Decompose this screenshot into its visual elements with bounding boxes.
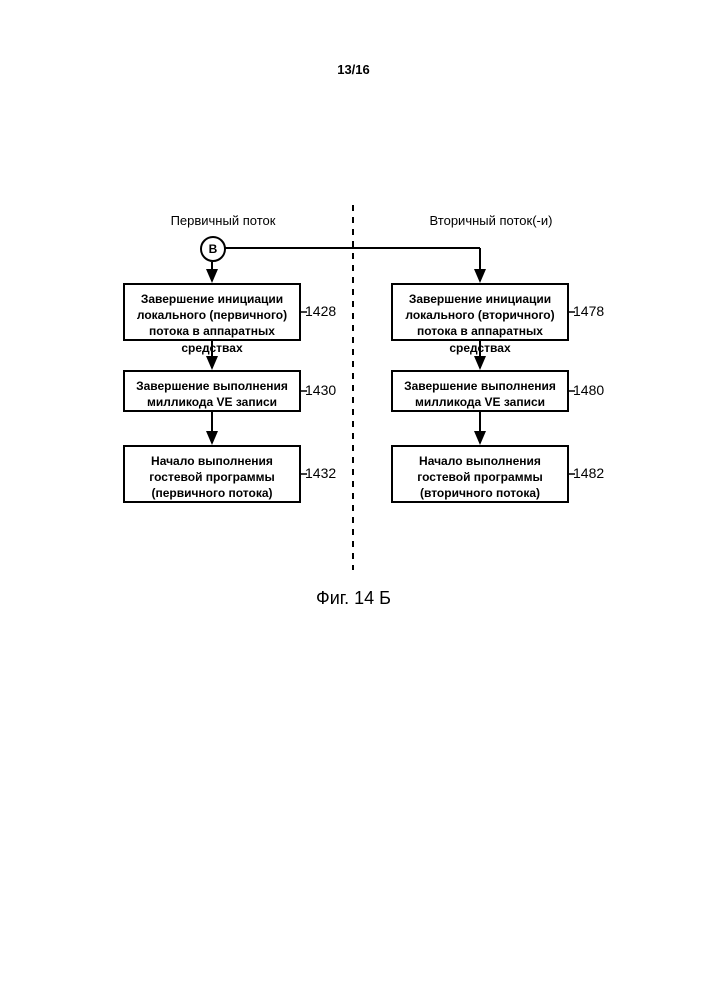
connector-b: В (200, 236, 226, 262)
ref-1482: 1482 (573, 465, 604, 481)
figure-caption: Фиг. 14 Б (0, 588, 707, 609)
page: 13/16 Первичный поток Вторичный поток(-и… (0, 0, 707, 1000)
box-1432: Начало выполнения гостевой программы (пе… (123, 445, 301, 503)
box-1480: Завершение выполнения милликода VE запис… (391, 370, 569, 412)
ref-1430: 1430 (305, 382, 336, 398)
secondary-thread-header: Вторичный поток(-и) (391, 213, 591, 228)
primary-thread-header: Первичный поток (123, 213, 323, 228)
ref-1428: 1428 (305, 303, 336, 319)
ref-1480: 1480 (573, 382, 604, 398)
box-1428: Завершение инициации локального (первичн… (123, 283, 301, 341)
ref-1432: 1432 (305, 465, 336, 481)
flow-lines (0, 0, 707, 1000)
ref-1478: 1478 (573, 303, 604, 319)
box-1478: Завершение инициации локального (вторичн… (391, 283, 569, 341)
box-1482: Начало выполнения гостевой программы (вт… (391, 445, 569, 503)
page-number: 13/16 (0, 62, 707, 77)
box-1430: Завершение выполнения милликода VE запис… (123, 370, 301, 412)
